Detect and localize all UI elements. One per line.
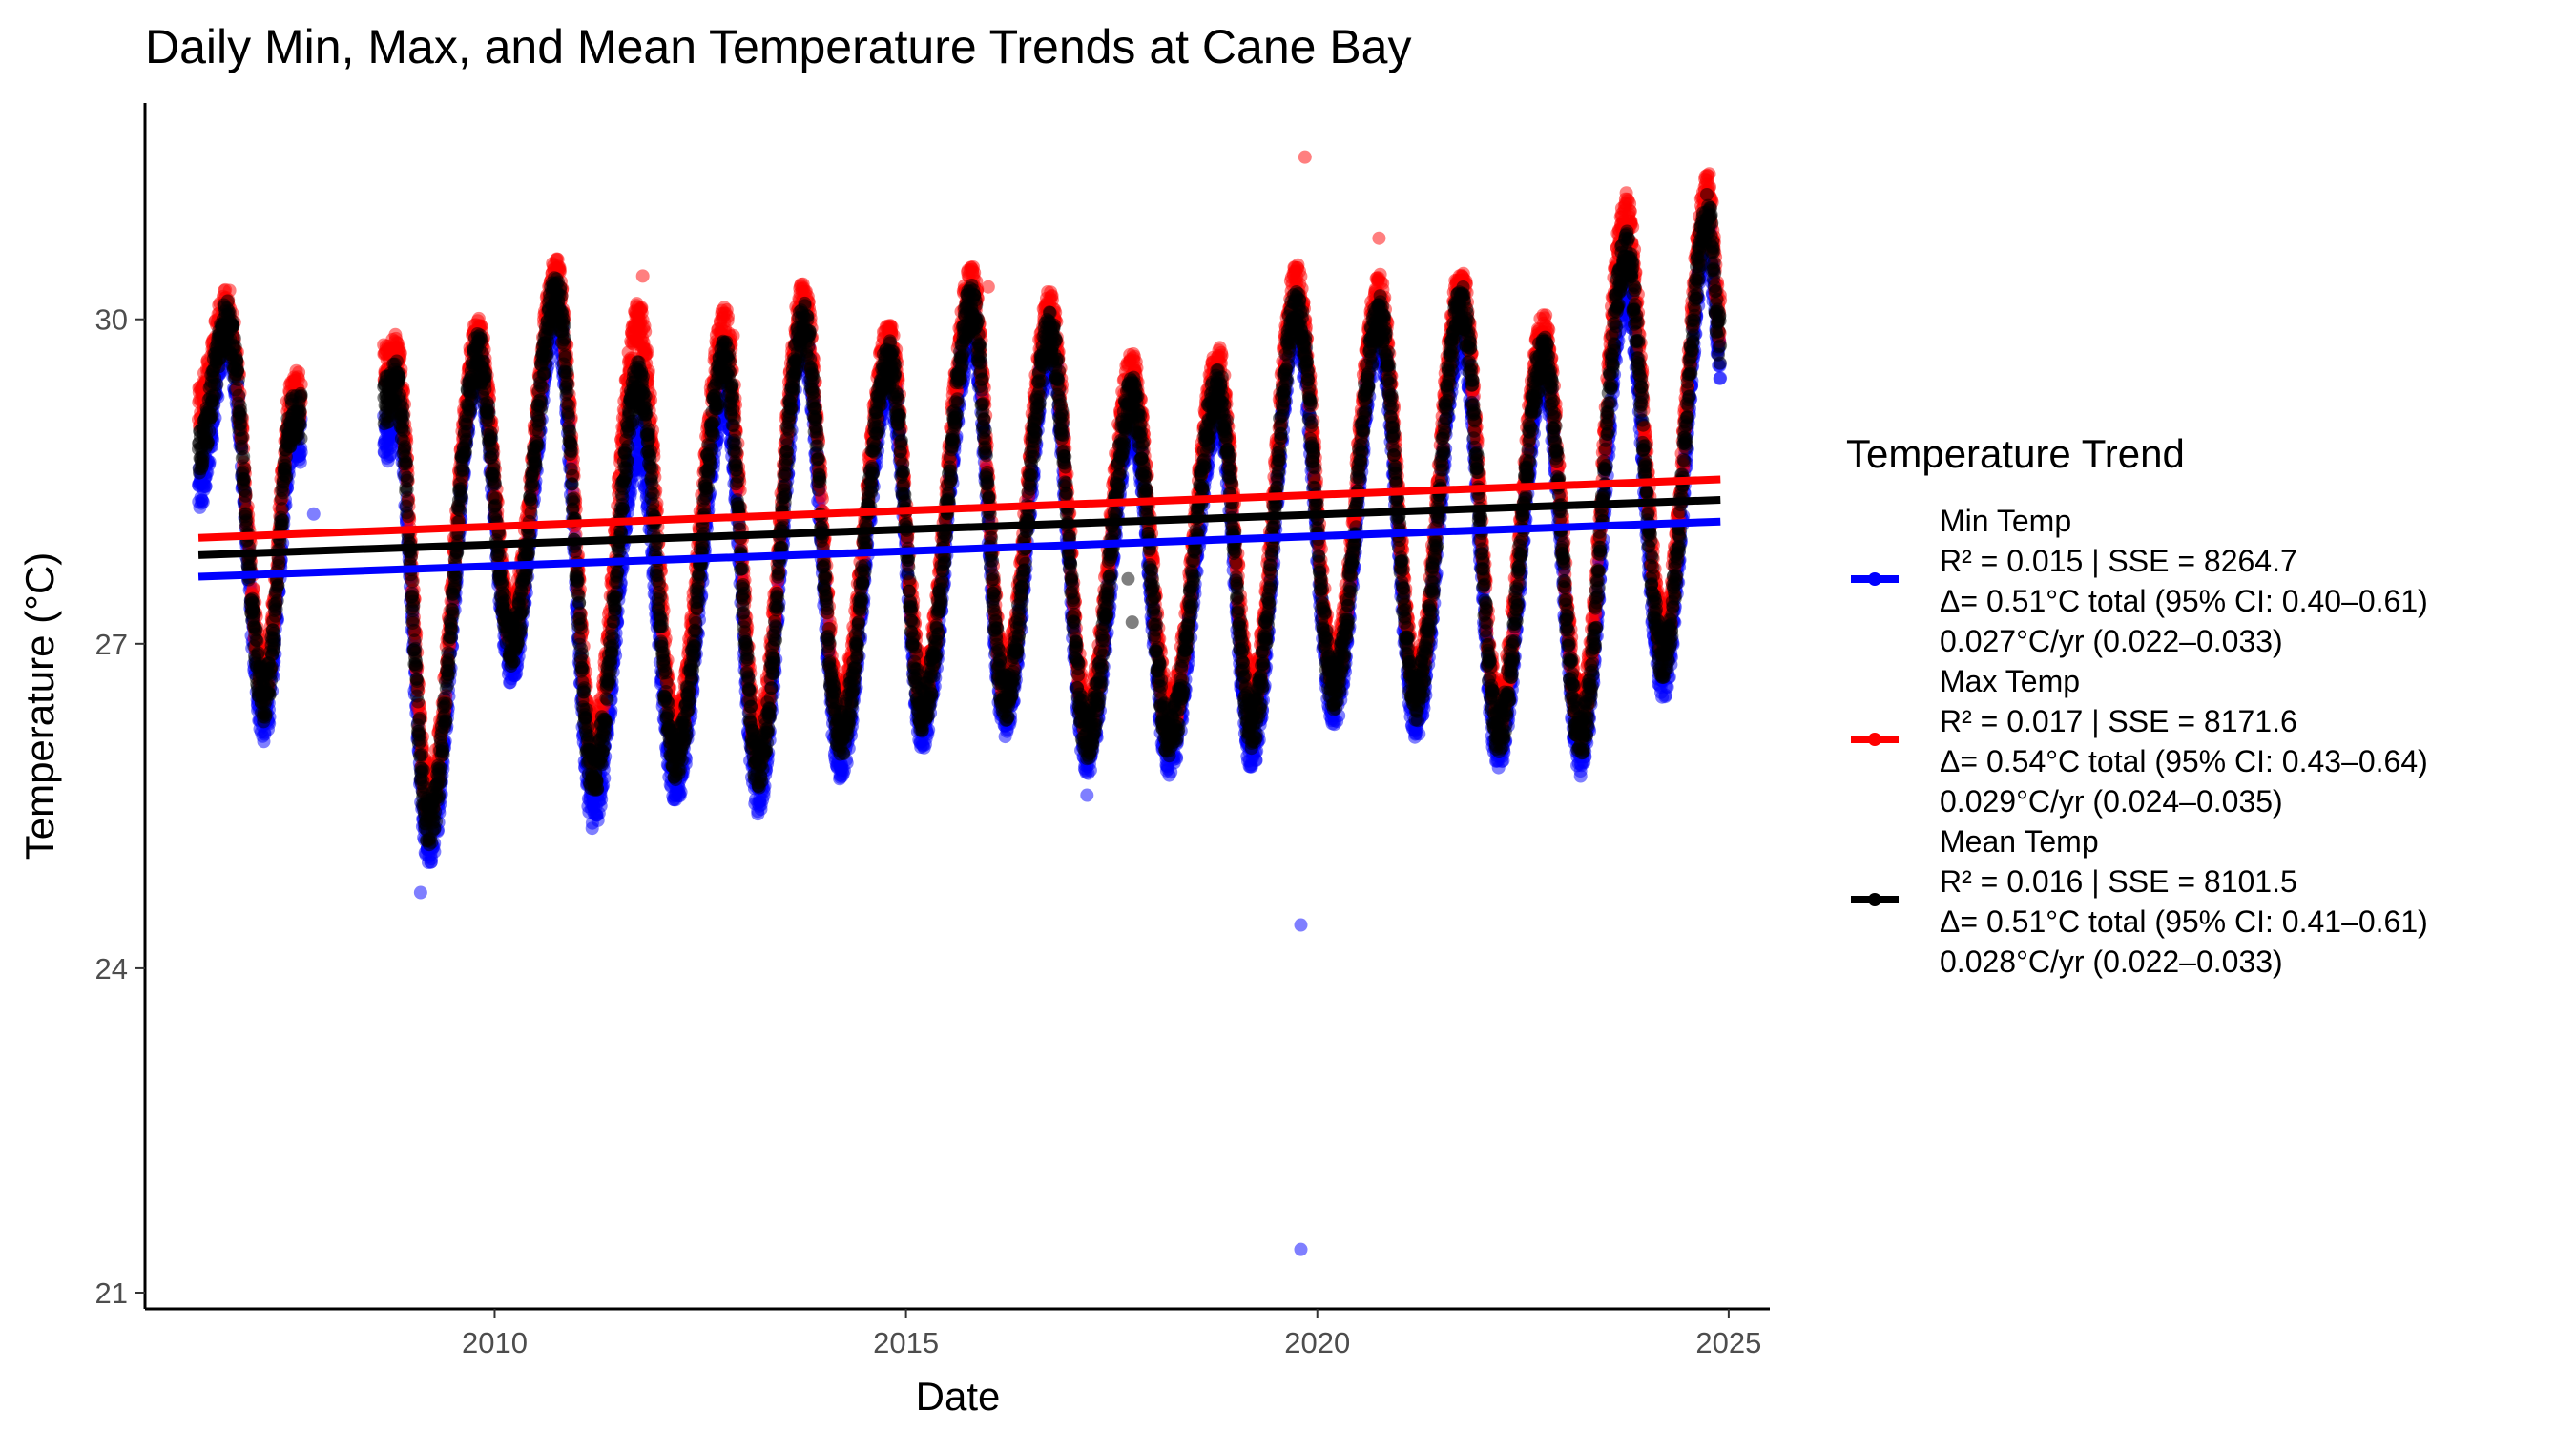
data-point xyxy=(294,446,308,459)
data-point xyxy=(293,455,307,469)
data-point xyxy=(1083,763,1097,778)
chart-title: Daily Min, Max, and Mean Temperature Tre… xyxy=(145,20,1412,73)
data-points xyxy=(192,150,1728,1256)
data-point xyxy=(196,495,210,509)
data-point xyxy=(674,785,688,799)
